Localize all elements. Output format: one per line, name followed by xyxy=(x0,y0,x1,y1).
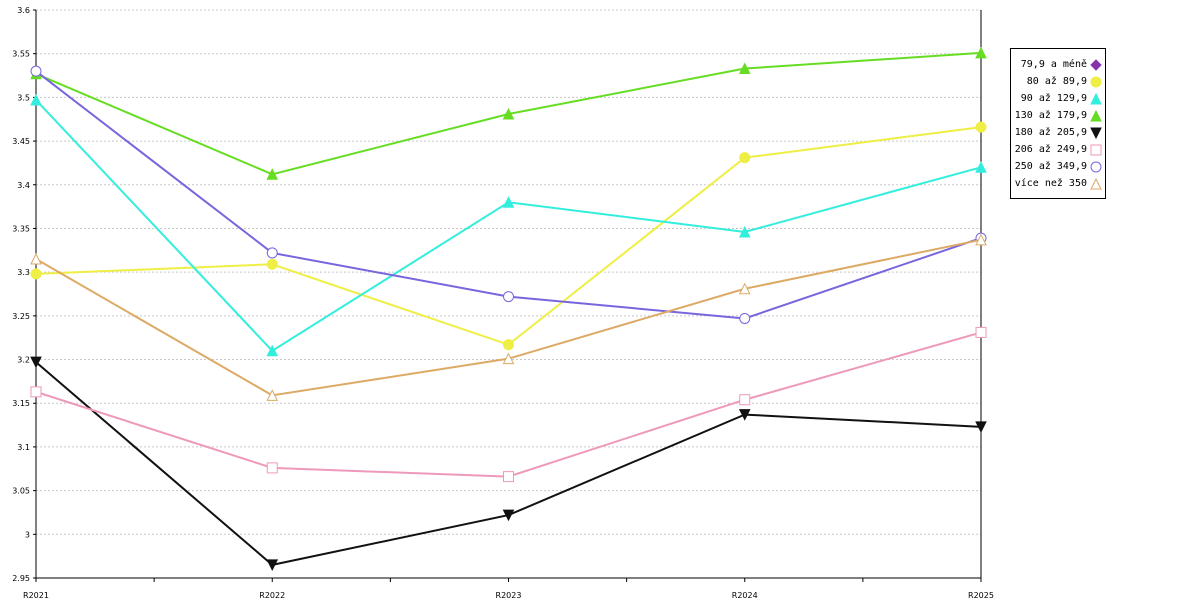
data-point xyxy=(30,386,42,398)
legend-item: více než 350 xyxy=(1011,175,1106,192)
y-tick-label: 3.3 xyxy=(17,268,30,277)
data-point xyxy=(738,62,751,75)
data-point xyxy=(266,258,278,270)
y-tick-label: 3.15 xyxy=(12,399,30,408)
data-point xyxy=(739,152,751,164)
y-tick-label: 3.1 xyxy=(17,443,30,452)
x-tick-label: R2023 xyxy=(496,591,522,600)
legend-label: 180 až 205,9 xyxy=(1014,127,1087,138)
legend-marker-icon xyxy=(1090,177,1102,189)
data-point xyxy=(266,247,278,259)
data-point xyxy=(503,471,514,483)
legend-marker-shape xyxy=(1090,127,1102,139)
legend-item: 80 až 89,9 xyxy=(1011,73,1106,90)
legend-item: 250 až 349,9 xyxy=(1011,158,1106,175)
legend-item: 90 až 129,9 xyxy=(1011,90,1106,107)
legend-marker-icon xyxy=(1090,92,1102,104)
series-6 xyxy=(30,326,987,483)
legend-marker-icon xyxy=(1090,127,1102,139)
legend-item: 206 až 249,9 xyxy=(1011,141,1106,158)
y-tick-label: 3.25 xyxy=(12,312,30,321)
data-point xyxy=(266,462,278,474)
series-3 xyxy=(30,93,987,357)
data-point xyxy=(30,356,42,369)
y-tick-label: 3.4 xyxy=(17,181,30,190)
y-tick-label: 3.55 xyxy=(12,50,30,59)
series-4 xyxy=(30,46,987,180)
data-point xyxy=(739,312,751,324)
y-tick-label: 3.6 xyxy=(17,6,30,15)
legend-label: 206 až 249,9 xyxy=(1014,144,1087,155)
legend-marker-icon xyxy=(1090,161,1102,172)
data-point xyxy=(30,268,42,280)
data-point xyxy=(30,93,42,106)
legend-marker-icon xyxy=(1090,76,1102,87)
y-tick-label: 3.45 xyxy=(12,137,30,146)
y-tick-label: 3.2 xyxy=(17,356,30,365)
legend-marker-shape xyxy=(1090,144,1102,155)
y-tick-label: 3.05 xyxy=(12,487,30,496)
y-tick-label: 3.35 xyxy=(12,224,30,233)
data-point xyxy=(975,326,987,338)
legend-marker-shape xyxy=(1090,177,1102,189)
legend-label: více než 350 xyxy=(1014,178,1087,189)
data-point xyxy=(30,252,42,265)
x-tick-label: R2021 xyxy=(23,591,49,600)
data-point xyxy=(503,339,514,351)
series-7 xyxy=(30,65,987,324)
legend-item: 79,9 a méně xyxy=(1011,56,1106,73)
data-point xyxy=(266,389,279,401)
legend-label: 90 až 129,9 xyxy=(1020,93,1087,104)
legend-marker-shape xyxy=(1090,92,1102,104)
y-tick-label: 3 xyxy=(25,530,30,539)
data-point xyxy=(975,121,987,133)
data-point xyxy=(502,196,515,208)
legend-label: 130 až 179,9 xyxy=(1014,110,1087,121)
legend-item: 130 až 179,9 xyxy=(1011,107,1106,124)
series-line xyxy=(35,99,982,353)
data-point xyxy=(975,46,987,59)
series-line xyxy=(35,126,982,346)
legend-label: 250 až 349,9 xyxy=(1014,161,1087,172)
data-point xyxy=(738,225,751,238)
data-point xyxy=(502,509,515,522)
legend-marker-shape xyxy=(1090,109,1102,121)
data-point xyxy=(266,344,279,357)
legend-label: 79,9 a méně xyxy=(1020,59,1087,70)
data-point xyxy=(739,394,751,406)
x-tick-label: R2022 xyxy=(259,591,285,600)
data-point xyxy=(266,559,279,572)
data-point xyxy=(975,421,987,433)
y-tick-label: 2.95 xyxy=(12,574,30,583)
legend-marker-icon xyxy=(1090,58,1102,71)
data-point xyxy=(502,107,515,120)
legend-marker-shape xyxy=(1090,76,1102,87)
legend-item: 180 až 205,9 xyxy=(1011,124,1106,141)
series-8 xyxy=(30,233,987,401)
x-tick-label: R2025 xyxy=(968,591,994,600)
data-point xyxy=(266,168,279,180)
data-point xyxy=(30,65,42,77)
data-point xyxy=(975,161,987,173)
data-point xyxy=(738,282,751,295)
y-tick-label: 3.5 xyxy=(17,93,30,102)
x-tick-label: R2024 xyxy=(732,591,758,600)
data-point xyxy=(738,409,751,421)
legend-marker-icon xyxy=(1090,109,1102,121)
legend-marker-shape xyxy=(1090,161,1102,172)
legend-marker-shape xyxy=(1090,58,1102,71)
legend-label: 80 až 89,9 xyxy=(1026,76,1087,87)
legend-marker-icon xyxy=(1090,144,1102,155)
data-point xyxy=(975,233,987,246)
data-point xyxy=(502,352,515,365)
series-5 xyxy=(30,356,987,572)
chart-legend: 79,9 a méně 80 až 89,9 90 až 129,9 130 až 1… xyxy=(1010,48,1106,199)
data-point xyxy=(503,291,514,303)
